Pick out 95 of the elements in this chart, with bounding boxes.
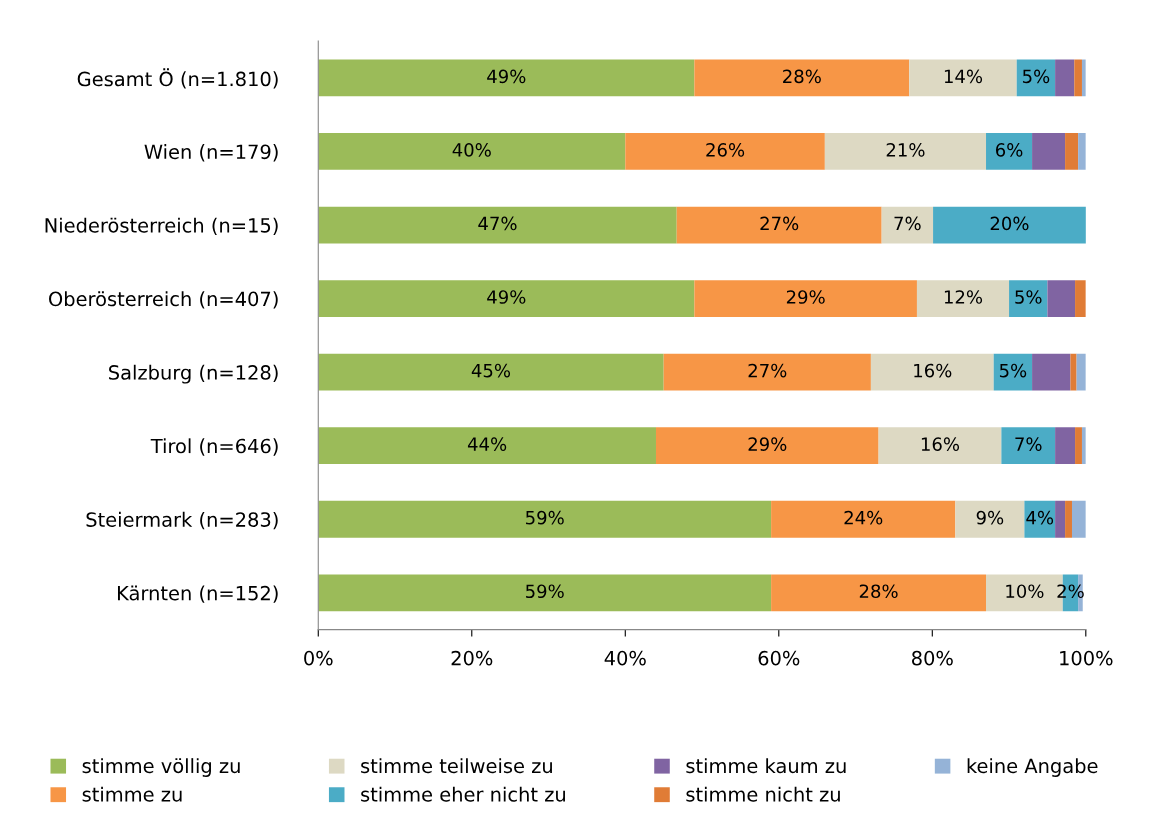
data-label: 4% <box>1026 510 1054 525</box>
bar <box>1055 59 1075 97</box>
bar <box>318 427 656 465</box>
legend-label: stimme nicht zu <box>686 786 840 802</box>
bar <box>318 206 677 244</box>
data-label: 24% <box>844 510 883 525</box>
data-label: 59% <box>526 510 564 525</box>
bar <box>1024 500 1056 538</box>
data-label: 16% <box>914 363 952 378</box>
bar <box>318 574 772 612</box>
data-label: 5% <box>999 363 1027 378</box>
bar <box>1032 353 1071 391</box>
data-label: 49% <box>487 69 526 84</box>
x-tick-label: 0% <box>304 650 333 666</box>
data-label: 28% <box>783 69 821 84</box>
data-label: 7% <box>894 216 921 231</box>
legend-label: stimme zu <box>82 786 182 802</box>
data-label: 27% <box>760 216 799 231</box>
data-label: 21% <box>886 143 925 157</box>
bar <box>771 500 956 538</box>
bar <box>909 59 1017 97</box>
bar <box>933 206 1086 244</box>
bar <box>318 133 626 170</box>
data-label: 45% <box>471 363 511 378</box>
legend-label: keine Angabe <box>967 758 1098 777</box>
bar <box>916 280 1010 317</box>
data-label: 9% <box>976 510 1004 525</box>
bar <box>993 353 1033 391</box>
data-label: 14% <box>944 69 983 84</box>
data-label: 7% <box>1015 437 1042 451</box>
data-label: 49% <box>487 290 526 304</box>
bar <box>318 280 695 317</box>
bar <box>870 353 994 391</box>
bar <box>694 59 910 97</box>
data-label: 12% <box>944 290 983 304</box>
y-tick-label: Gesamt Ö (n=1.810) <box>77 68 278 89</box>
data-label: 44% <box>467 437 507 451</box>
bar <box>1071 500 1086 538</box>
data-label: 40% <box>452 143 491 157</box>
bar <box>655 427 879 465</box>
data-label: 59% <box>526 584 564 599</box>
y-tick-label: Oberösterreich (n=407) <box>49 291 278 309</box>
bar <box>318 353 664 391</box>
bar <box>1075 427 1082 465</box>
data-label: 26% <box>706 143 745 157</box>
x-tick-label: 80% <box>912 650 953 666</box>
x-tick-label: 40% <box>604 650 646 666</box>
bar <box>881 206 934 244</box>
legend-label: stimme kaum zu <box>686 758 846 774</box>
data-label: 6% <box>995 143 1023 157</box>
y-tick-label: Steiermark (n=283) <box>86 511 278 530</box>
data-label: 28% <box>859 584 898 599</box>
bar <box>1001 427 1056 465</box>
data-label: 5% <box>1015 290 1042 304</box>
bar <box>1078 133 1086 170</box>
y-tick-label: Kärnten (n=152) <box>118 585 278 603</box>
bar <box>1009 280 1048 317</box>
y-tick-label: Wien (n=179) <box>144 144 278 162</box>
y-tick-label: Tirol (n=646) <box>150 438 278 456</box>
bar <box>318 500 772 538</box>
legend-label: stimme teilweise zu <box>361 758 552 774</box>
data-label: 27% <box>748 363 787 378</box>
bar <box>1055 500 1066 538</box>
data-label: 47% <box>478 216 517 231</box>
bar <box>694 280 917 317</box>
bar <box>663 353 871 391</box>
bar <box>955 500 1025 538</box>
y-tick-label: Salzburg (n=128) <box>109 364 278 384</box>
bar <box>1074 59 1082 97</box>
bar <box>676 206 882 244</box>
bar <box>625 133 825 170</box>
bar <box>1047 280 1076 317</box>
data-label: 29% <box>786 290 825 304</box>
bar <box>1055 427 1076 465</box>
bar <box>824 133 987 170</box>
bar <box>878 427 1002 465</box>
y-tick-label: Niederösterreich (n=15) <box>45 217 278 235</box>
x-tick-label: 100% <box>1060 650 1113 666</box>
data-label: 10% <box>1006 584 1044 599</box>
bar <box>1075 280 1086 317</box>
bar <box>1065 133 1079 170</box>
data-label: 5% <box>1022 69 1050 84</box>
data-label: 20% <box>990 216 1029 231</box>
bar <box>1032 133 1066 170</box>
bar <box>771 574 987 612</box>
legend-label: stimme völlig zu <box>82 758 240 777</box>
x-tick-label: 60% <box>758 650 800 666</box>
x-tick-label: 20% <box>451 650 493 666</box>
bar <box>318 59 695 97</box>
bar <box>986 133 1033 170</box>
legend-label: stimme eher nicht zu <box>361 786 565 802</box>
bar <box>1065 500 1072 538</box>
data-label: 16% <box>921 437 960 451</box>
data-label: 29% <box>748 437 787 451</box>
bar <box>1070 353 1077 391</box>
